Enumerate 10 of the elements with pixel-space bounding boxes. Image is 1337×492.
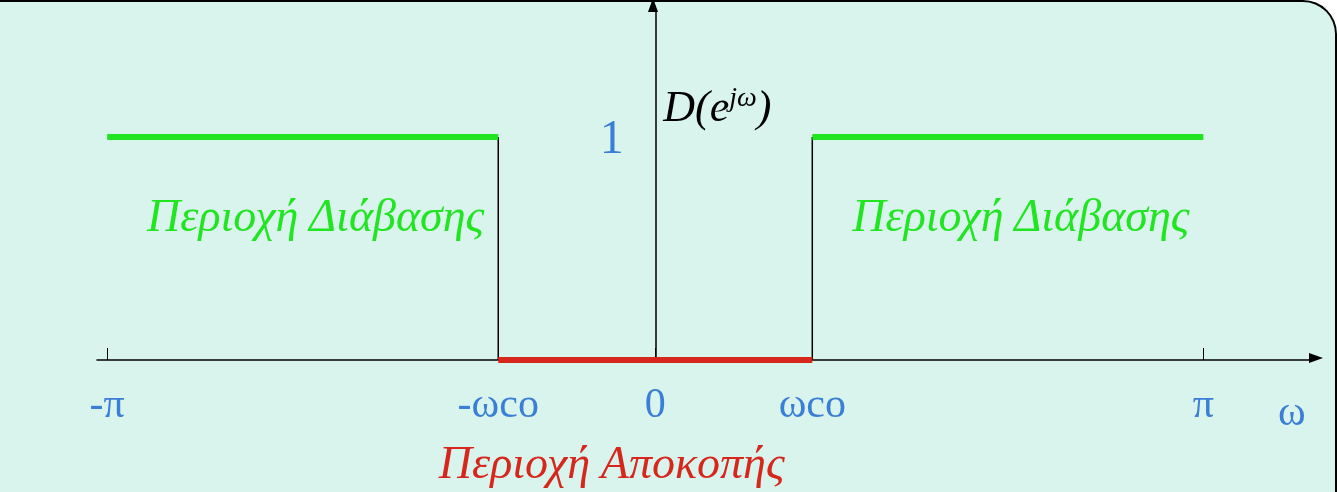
x-tick-label: -ωco <box>457 380 539 426</box>
x-axis-title: ω <box>1278 388 1306 434</box>
x-tick-label: 0 <box>644 380 666 426</box>
x-tick-label: π <box>1192 380 1214 426</box>
series-label: Περιοχή Διάβασης <box>851 189 1190 241</box>
series-label: Περιοχή Αποκοπής <box>437 436 785 488</box>
series-label: Περιοχή Διάβασης <box>146 189 485 241</box>
annotation: 1 <box>599 110 624 164</box>
x-tick-label: -π <box>89 380 125 426</box>
x-tick-label: ωco <box>778 380 846 426</box>
